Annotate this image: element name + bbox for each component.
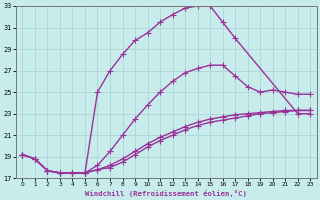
X-axis label: Windchill (Refroidissement éolien,°C): Windchill (Refroidissement éolien,°C) [85,190,247,197]
